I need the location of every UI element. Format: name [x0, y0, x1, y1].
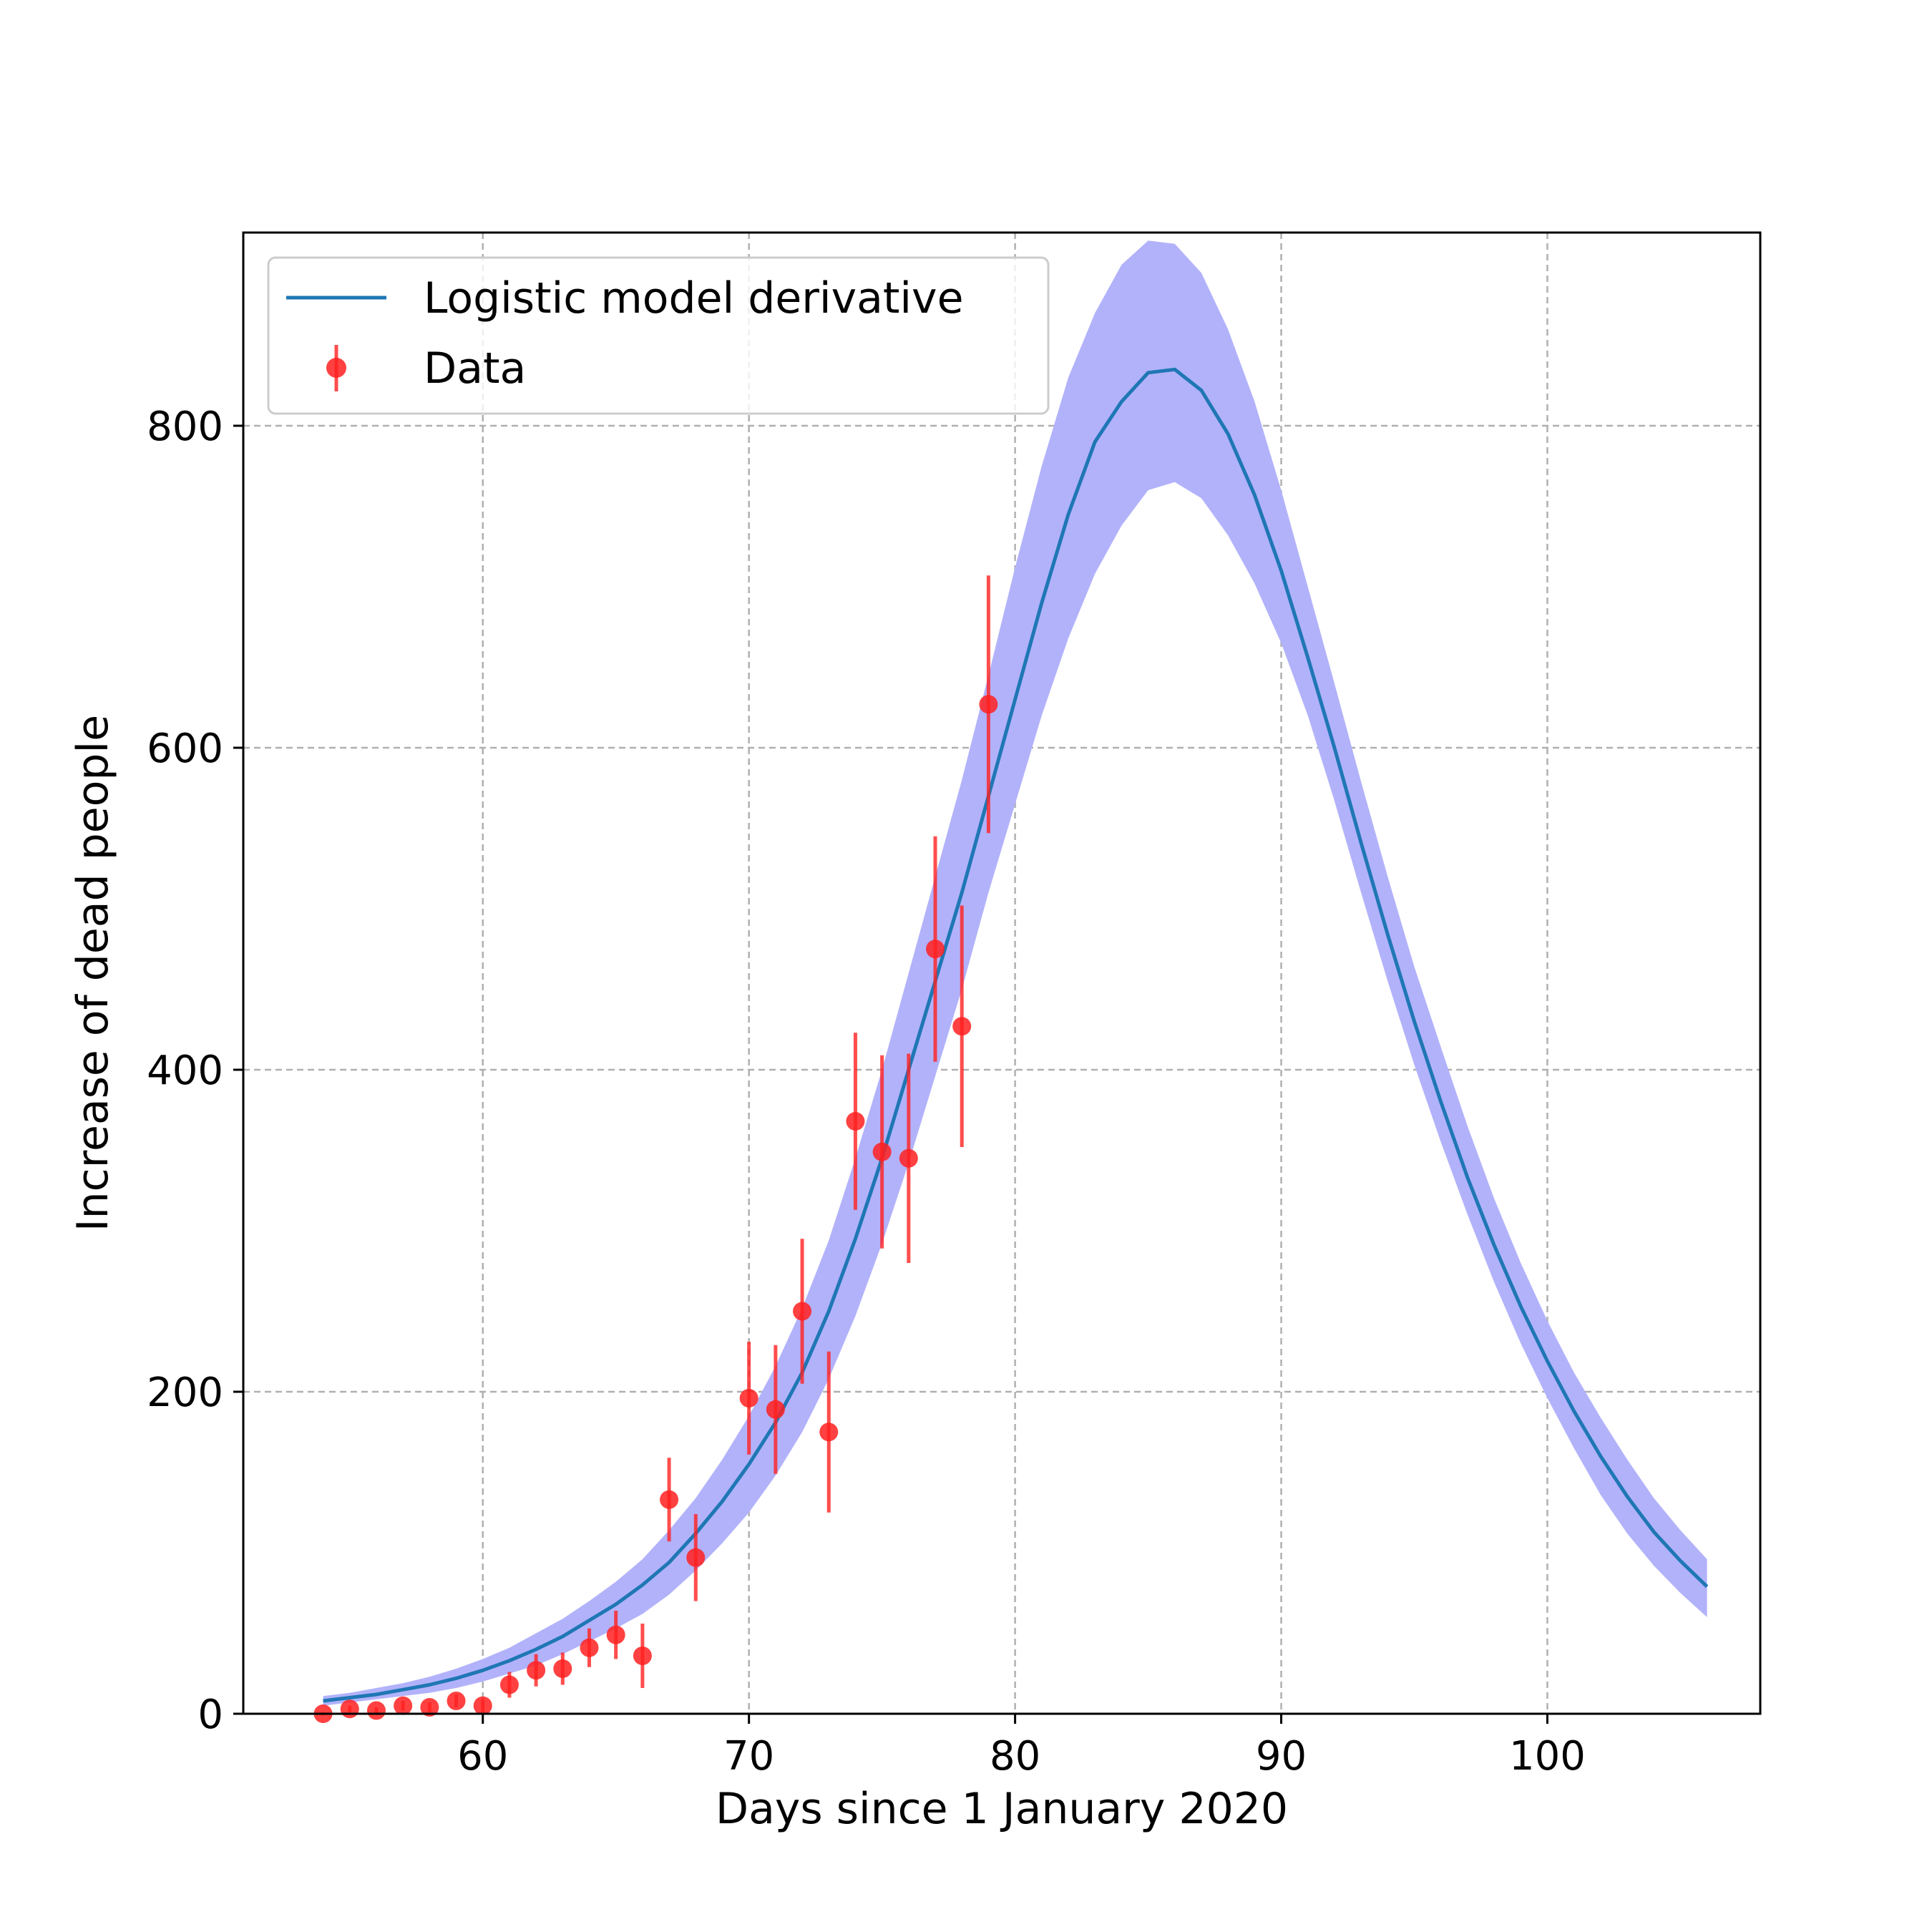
- data-point: [606, 1611, 625, 1659]
- model-line: [323, 367, 1709, 1703]
- data-point: [580, 1628, 599, 1667]
- data-point: [926, 836, 945, 1062]
- data-point: [420, 1698, 439, 1717]
- data-point: [499, 1672, 519, 1698]
- data-marker: [394, 1696, 413, 1715]
- y-tick-label: 0: [197, 1692, 223, 1738]
- data-marker: [606, 1625, 625, 1644]
- x-axis: 60 70 80 90 100: [457, 1714, 1586, 1780]
- data-point: [979, 575, 998, 834]
- data-point: [633, 1624, 652, 1688]
- data-point: [819, 1351, 839, 1513]
- plot-frame: [242, 231, 1762, 1715]
- legend-box: [267, 256, 1050, 415]
- y-tick-label: 200: [147, 1370, 223, 1416]
- data-marker: [340, 1699, 359, 1719]
- legend-marker-data: [326, 358, 346, 378]
- data-marker: [739, 1389, 758, 1407]
- data-marker: [766, 1400, 785, 1419]
- data-point: [394, 1696, 413, 1715]
- data-point: [793, 1239, 812, 1384]
- x-axis-label: Days since 1 January 2020: [716, 1784, 1288, 1834]
- data-marker: [819, 1423, 839, 1442]
- y-tick-label: 400: [147, 1048, 223, 1094]
- data-marker: [899, 1148, 918, 1168]
- data-point: [447, 1692, 466, 1710]
- legend: Logistic model derivative Data: [267, 256, 1050, 415]
- data-point: [527, 1654, 546, 1687]
- model-line-layer: [323, 367, 1709, 1703]
- x-tick-label: 80: [990, 1733, 1040, 1780]
- data-marker: [553, 1659, 572, 1678]
- x-tick-label: 60: [457, 1733, 508, 1780]
- data-marker: [926, 940, 945, 959]
- data-point: [739, 1342, 758, 1455]
- data-marker: [580, 1638, 599, 1657]
- grid-lines: [243, 233, 1760, 1714]
- data-point: [766, 1345, 785, 1474]
- data-marker: [660, 1490, 679, 1509]
- x-tick-label: 70: [723, 1733, 774, 1780]
- data-point: [899, 1053, 918, 1263]
- data-marker: [420, 1698, 439, 1717]
- data-point: [340, 1699, 359, 1719]
- data-marker: [846, 1112, 865, 1131]
- y-tick-label: 600: [147, 726, 223, 772]
- data-point: [553, 1652, 572, 1685]
- x-tick-label: 90: [1256, 1733, 1307, 1780]
- data-point: [846, 1033, 865, 1210]
- data-marker: [952, 1017, 972, 1036]
- data-marker: [447, 1692, 466, 1710]
- data-point: [660, 1458, 679, 1542]
- data-point: [686, 1514, 706, 1601]
- data-marker: [686, 1548, 706, 1567]
- legend-label-model: Logistic model derivative: [424, 273, 963, 323]
- data-point: [952, 905, 972, 1147]
- data-marker: [366, 1701, 386, 1720]
- y-axis-label: Increase of dead people: [68, 715, 118, 1231]
- data-marker: [979, 695, 998, 714]
- data-point: [872, 1055, 892, 1249]
- legend-label-data: Data: [424, 343, 526, 394]
- y-tick-label: 800: [147, 404, 223, 450]
- data-marker: [633, 1646, 652, 1665]
- data-marker: [499, 1675, 519, 1694]
- data-marker: [527, 1661, 546, 1680]
- data-marker: [793, 1302, 812, 1321]
- data-marker: [872, 1142, 892, 1161]
- data-point: [473, 1696, 492, 1715]
- data-marker: [473, 1696, 492, 1715]
- x-tick-label: 100: [1509, 1733, 1586, 1780]
- data-point: [366, 1701, 386, 1720]
- y-axis: 0 200 400 600 800: [147, 404, 243, 1738]
